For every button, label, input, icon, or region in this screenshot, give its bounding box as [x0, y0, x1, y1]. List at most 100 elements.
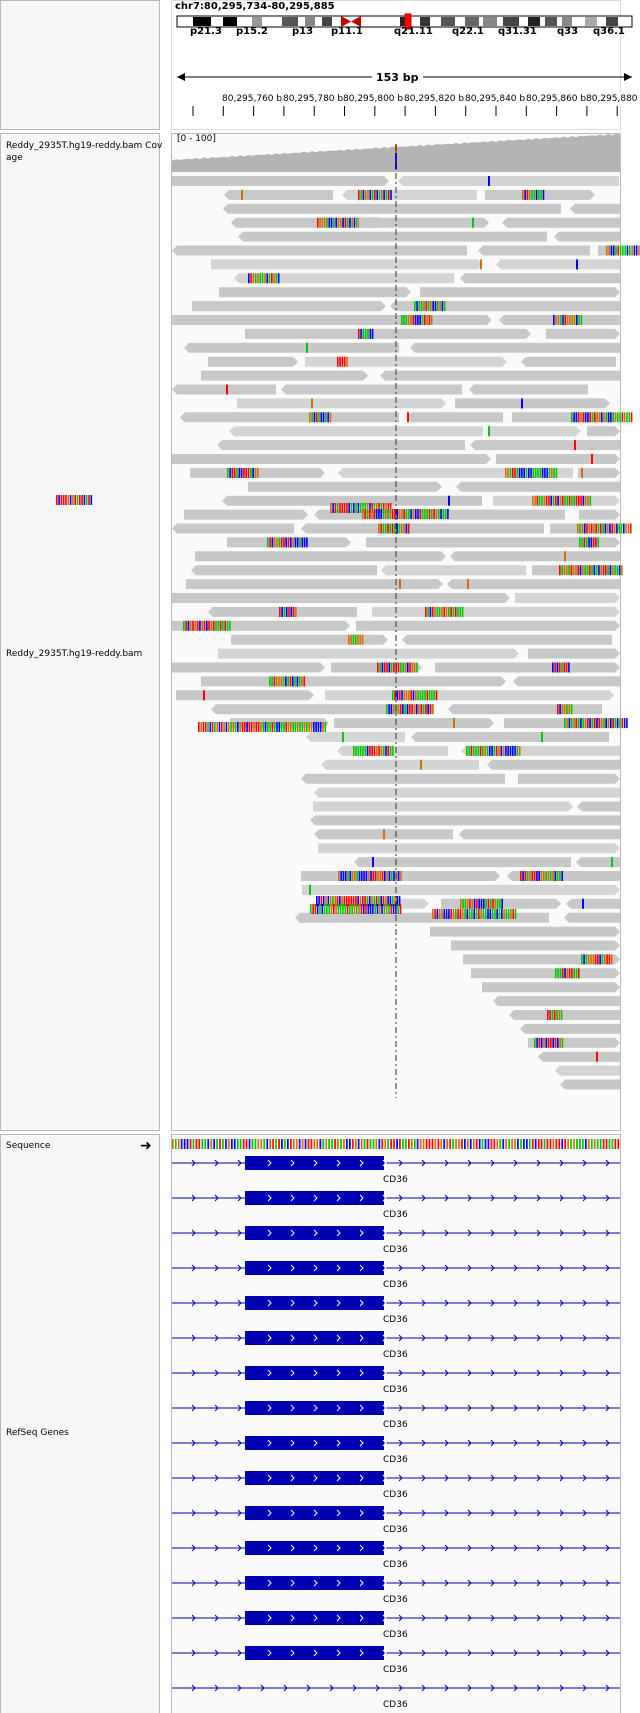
- mismatch-base: [555, 968, 557, 979]
- mismatch-base: [540, 189, 542, 200]
- mismatch-base: [290, 537, 292, 548]
- mismatch-base: [406, 704, 409, 715]
- mismatch-base: [600, 718, 603, 729]
- strand-arrow-icon: [382, 1509, 387, 1517]
- strand-arrow-icon: [536, 1509, 541, 1517]
- mismatch-base: [227, 722, 230, 732]
- aligned-read: [248, 481, 442, 492]
- mismatch-base: [360, 328, 362, 339]
- strand-arrow-icon: [605, 1159, 610, 1167]
- mismatch-base: [621, 565, 623, 576]
- mismatch-base: [187, 620, 190, 631]
- aligned-read: [420, 287, 620, 298]
- transcript-exon: [245, 1191, 384, 1205]
- current-region-marker: [404, 13, 412, 30]
- mismatch-base: [394, 690, 396, 701]
- reference-base: [281, 1139, 283, 1149]
- mismatch-base: [62, 495, 65, 505]
- mismatch-base: [192, 620, 194, 631]
- strand-arrow-icon: [313, 1369, 318, 1377]
- mismatch-base: [323, 217, 326, 228]
- mismatch-base: [469, 898, 471, 909]
- reference-base: [561, 1139, 564, 1149]
- mismatch-base: [614, 718, 617, 729]
- strand-arrow-icon: [513, 1474, 518, 1482]
- strand-arrow-icon: [267, 1369, 272, 1377]
- mismatch-base: [387, 503, 390, 513]
- alignment-track-label[interactable]: Reddy_2935T.hg19-reddy.bam: [6, 649, 143, 659]
- mismatch-base: [321, 904, 324, 914]
- mismatch-base: [578, 315, 580, 325]
- mismatch-base: [571, 412, 573, 423]
- mismatch-base: [368, 896, 371, 906]
- mismatch-base: [183, 620, 185, 631]
- strand-arrow-icon: [306, 1684, 311, 1692]
- strand-arrow-icon: [290, 1474, 295, 1482]
- mismatch-base: [398, 523, 401, 534]
- mismatch-base: [436, 606, 439, 617]
- mismatch-base: [250, 273, 252, 284]
- mismatch-base: [559, 495, 562, 506]
- reference-base: [464, 1139, 466, 1149]
- reference-base: [313, 1139, 316, 1149]
- mismatch-base: [423, 301, 425, 312]
- mismatch-base: [521, 398, 523, 409]
- reference-base: [213, 1139, 215, 1149]
- mismatch-base: [395, 904, 397, 914]
- reference-base: [549, 1139, 552, 1149]
- mismatch-base: [448, 606, 450, 617]
- mismatch-base: [386, 704, 388, 715]
- mismatch-base: [382, 523, 385, 534]
- mismatch-base: [611, 565, 614, 576]
- mismatch-base: [610, 954, 613, 965]
- reference-base: [174, 1139, 177, 1149]
- mismatch-base: [340, 217, 342, 228]
- mismatch-base: [559, 968, 562, 979]
- mismatch-base: [409, 704, 411, 715]
- mismatch-base: [623, 718, 626, 729]
- mismatch-base: [514, 467, 516, 478]
- mismatch-base: [600, 565, 602, 576]
- mismatch-base: [582, 565, 584, 576]
- mismatch-base: [407, 315, 410, 325]
- mismatch-base: [429, 606, 432, 617]
- mismatch-base: [318, 896, 320, 906]
- mismatch-base: [229, 467, 231, 478]
- aligned-read: [229, 426, 483, 437]
- strand-arrow-icon: [237, 1579, 242, 1587]
- strand-arrow-icon: [237, 1194, 242, 1202]
- span-right-arrow-icon: [624, 73, 632, 81]
- aligned-read: [528, 648, 620, 659]
- right-arrow-icon[interactable]: ➜: [140, 1138, 152, 1154]
- mismatch-base: [557, 315, 560, 325]
- mismatch-base: [545, 871, 547, 881]
- mismatch-base: [367, 904, 370, 914]
- aligned-read: [301, 523, 544, 534]
- mismatch-base: [556, 1010, 558, 1020]
- mismatch-base: [564, 551, 566, 562]
- gene-name-label: CD36: [383, 1385, 408, 1395]
- aligned-read: [566, 898, 620, 909]
- refseq-genes-track-label[interactable]: RefSeq Genes: [6, 1428, 69, 1438]
- mismatch-base: [320, 896, 323, 906]
- mismatch-base: [198, 722, 200, 732]
- reference-base: [431, 1139, 434, 1149]
- strand-arrow-icon: [513, 1264, 518, 1272]
- mismatch-base: [587, 495, 589, 506]
- mismatch-base: [557, 968, 559, 979]
- mismatch-base: [306, 342, 308, 353]
- sequence-track-label[interactable]: Sequence: [6, 1141, 51, 1151]
- mismatch-base: [381, 662, 384, 673]
- mismatch-base: [230, 722, 232, 732]
- reference-base: [319, 1139, 322, 1149]
- mismatch-base: [471, 898, 474, 909]
- mismatch-base: [624, 245, 626, 256]
- mismatch-base: [290, 722, 292, 732]
- reference-base: [614, 1139, 617, 1149]
- aligned-read: [356, 620, 620, 631]
- reference-base: [363, 1139, 366, 1149]
- coverage-track-label[interactable]: Reddy_2935T.hg19-reddy.bam Cov age: [6, 141, 163, 163]
- strand-arrow-icon: [490, 1614, 495, 1622]
